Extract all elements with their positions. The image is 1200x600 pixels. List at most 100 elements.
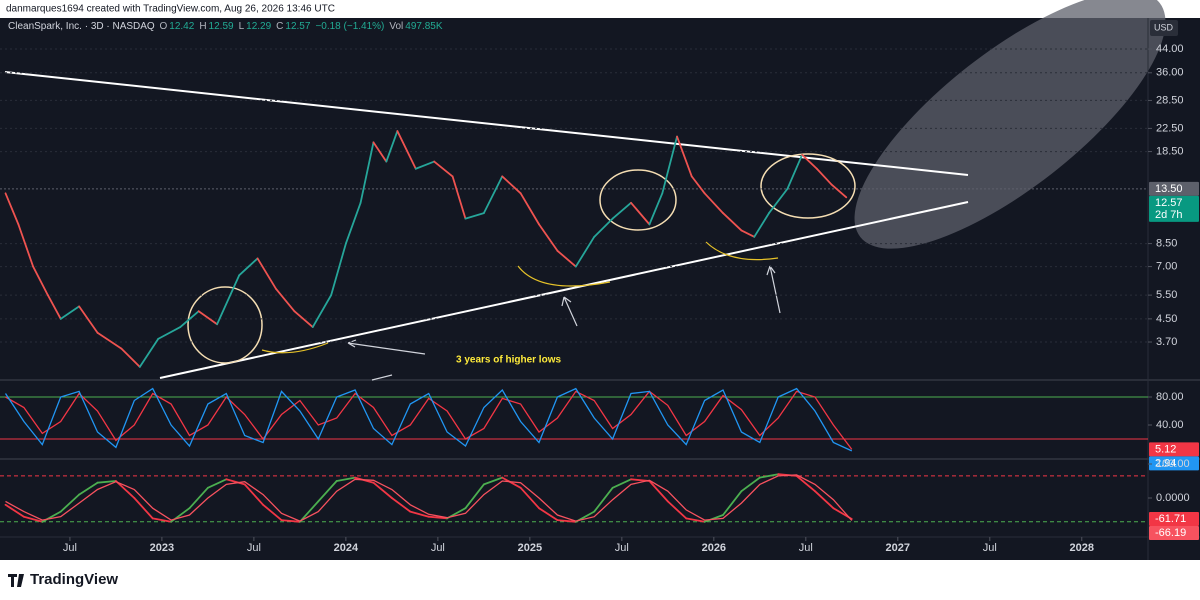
change: −0.18 (−1.41%): [315, 21, 385, 32]
line-segment: [501, 476, 522, 489]
y-tick-label: 28.50: [1156, 94, 1184, 106]
line-segment: [538, 507, 559, 521]
line-segment: [59, 305, 81, 320]
symbol-title: CleanSpark, Inc. · 3D · NASDAQ: [8, 21, 155, 32]
line-segment: [433, 160, 454, 178]
line-segment: [151, 517, 172, 523]
line-segment: [740, 229, 756, 238]
line-segment: [46, 294, 62, 320]
value-box: [1149, 511, 1199, 526]
highlight-circle: [760, 153, 856, 219]
value-box: [1149, 181, 1199, 196]
line-segment: [414, 160, 436, 170]
ohlc-value: 12.57: [285, 21, 311, 32]
line-segment: [556, 519, 577, 523]
value-box: [1149, 525, 1199, 540]
low-arc: [705, 241, 779, 261]
line-segment: [740, 476, 761, 493]
line-segment: [335, 476, 356, 482]
line-segment: [556, 249, 577, 268]
x-tick-label: 2028: [1070, 542, 1094, 554]
y-tick-label: 44.00: [1156, 43, 1184, 55]
x-tick-label: Jul: [247, 542, 261, 554]
ohlc-value: 12.29: [246, 21, 272, 32]
line-segment: [427, 515, 448, 520]
line-segment: [243, 483, 264, 506]
line-segment: [758, 473, 780, 479]
line-segment: [78, 481, 99, 496]
y-tick-label: 18.50: [1156, 145, 1184, 157]
trendline: [159, 201, 969, 379]
highlight-circle: [599, 169, 677, 231]
line-segment: [753, 212, 770, 238]
arrow: [347, 339, 426, 355]
line-segment: [115, 480, 136, 499]
line-segment: [464, 212, 485, 220]
line-segment: [78, 305, 99, 334]
volume-key: Vol: [389, 21, 404, 32]
x-tick-label: Jul: [63, 542, 77, 554]
ohlc-key: O: [159, 21, 168, 32]
ohlc-key: L: [238, 21, 245, 32]
arrow: [766, 265, 781, 314]
footer-bar: [0, 560, 1200, 600]
line-segment: [519, 192, 540, 226]
x-tick-label: 2026: [702, 542, 726, 554]
line-segment: [138, 337, 160, 368]
y-tick-label: 5.50: [1156, 289, 1177, 301]
line-segment: [685, 517, 706, 523]
line-segment: [96, 331, 123, 350]
y-tick-label: 8.50: [1156, 238, 1177, 250]
line-segment: [216, 274, 241, 326]
line-segment: [256, 257, 277, 290]
line-segment: [630, 201, 651, 226]
line-segment: [795, 474, 816, 493]
line-segment: [396, 130, 417, 170]
countdown: 2d 7h: [1155, 209, 1183, 221]
line-segment: [722, 490, 743, 516]
x-tick-label: 2025: [518, 542, 542, 554]
line-segment: [32, 265, 49, 297]
projection-ellipse: [854, 0, 1166, 249]
y-tick-label: 0.0000: [1156, 492, 1190, 504]
y-tick-label: 36.00: [1156, 67, 1184, 79]
annotation: 3 years of higher lows: [456, 355, 561, 366]
line-segment: [262, 503, 283, 521]
value-box-label: 2.94: [1155, 457, 1176, 469]
line-segment: [280, 519, 301, 523]
value-box-label: -61.71: [1155, 513, 1186, 525]
value-box: [1149, 456, 1199, 471]
y-tick-label: 3.70: [1156, 336, 1177, 348]
attribution: danmarques1694 created with TradingView.…: [6, 4, 335, 15]
line-segment: [330, 242, 347, 297]
value-box: [1149, 195, 1199, 222]
line-segment: [648, 480, 669, 503]
line-segment: [179, 310, 200, 328]
value-box-label: 13.50: [1155, 183, 1183, 195]
line-segment: [661, 135, 678, 195]
arrow: [561, 296, 578, 327]
value-box-label: 12.57: [1155, 197, 1183, 209]
trendline: [4, 71, 969, 176]
line-segment: [676, 135, 693, 178]
line-segment: [17, 223, 35, 268]
line-segment: [666, 500, 688, 520]
line-segment: [298, 500, 320, 523]
line-segment: [611, 201, 632, 220]
ohlc-value: 12.59: [208, 21, 234, 32]
line-segment: [225, 478, 246, 486]
series-line: [5, 474, 853, 522]
line-segment: [593, 486, 614, 513]
line-segment: [409, 510, 430, 518]
line-segment: [830, 183, 848, 199]
x-tick-label: Jul: [799, 542, 813, 554]
line-segment: [703, 514, 724, 523]
line-segment: [390, 497, 412, 513]
line-segment: [4, 192, 20, 226]
series-line: [5, 390, 853, 450]
line-segment: [59, 493, 81, 513]
line-segment: [519, 486, 540, 510]
line-segment: [501, 175, 522, 195]
